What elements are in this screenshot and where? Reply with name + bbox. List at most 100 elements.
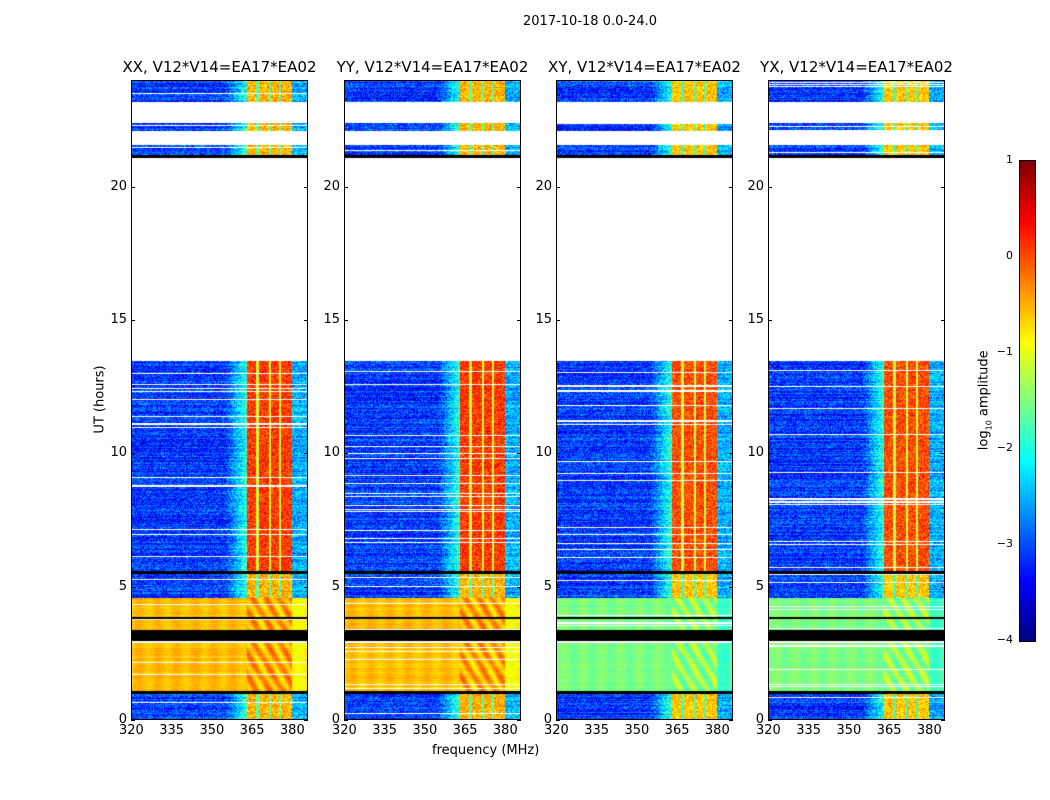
- y-tick-label: 15: [323, 312, 340, 327]
- waterfall-heatmap: [131, 80, 308, 720]
- x-tick-label: 320: [544, 723, 569, 738]
- x-tick-label: 350: [199, 723, 225, 738]
- y-tick-mark: [729, 720, 733, 721]
- y-tick-mark: [344, 453, 348, 455]
- y-tick-label: 15: [747, 312, 764, 327]
- waterfall-panel-1: XX, V12*V14=EA17*EA02 320 335 350 365 380 0 5 10…: [110, 58, 316, 738]
- y-tick-mark: [131, 453, 135, 455]
- y-tick-label: 20: [535, 178, 552, 194]
- y-tick-mark: [304, 453, 308, 455]
- x-tick-label: 365: [664, 723, 690, 738]
- y-tick-mark: [556, 453, 560, 455]
- y-tick-mark: [729, 586, 733, 588]
- waterfall-panel-3: XY, V12*V14=EA17*EA02 320 335 350 365 380 0 5 10…: [535, 58, 740, 738]
- x-tick-label: 320: [332, 723, 357, 738]
- x-tick-label: 335: [584, 723, 610, 738]
- x-tick-label: 365: [239, 723, 265, 738]
- x-tick-label: 320: [119, 723, 144, 738]
- y-tick-mark: [729, 453, 733, 455]
- y-tick-label: 0: [118, 712, 127, 727]
- y-tick-mark: [304, 186, 308, 188]
- y-axis-label: UT (hours): [92, 365, 108, 434]
- y-tick-mark: [131, 586, 135, 588]
- x-tick-label: 380: [916, 723, 942, 738]
- y-tick-mark: [941, 453, 945, 455]
- axes-frame: [556, 80, 733, 720]
- panel-title: YX, V12*V14=EA17*EA02: [760, 58, 953, 76]
- y-tick-mark: [344, 586, 348, 588]
- y-tick-mark: [556, 720, 560, 721]
- y-tick-label: 15: [110, 312, 127, 327]
- y-tick-label: 0: [543, 712, 552, 727]
- colorbar-tick-label: −1: [996, 345, 1013, 358]
- colorbar-tick-label: −2: [996, 441, 1013, 454]
- y-tick-mark: [941, 320, 945, 321]
- y-tick-mark: [556, 186, 560, 188]
- colorbar-tick-label: −3: [996, 537, 1013, 550]
- y-tick-label: 5: [118, 578, 127, 594]
- colorbar-tick-label: −4: [996, 633, 1013, 646]
- waterfall-heatmap: [556, 80, 733, 720]
- y-tick-label: 20: [110, 178, 127, 194]
- waterfall-panel-4: YX, V12*V14=EA17*EA02 320 335 350 365 380 0 5 10…: [747, 58, 952, 738]
- x-tick-label: 350: [412, 723, 438, 738]
- y-tick-mark: [344, 320, 348, 321]
- figure-title: 2017-10-18 0.0-24.0: [523, 14, 657, 29]
- x-tick-label: 335: [372, 723, 398, 738]
- y-tick-label: 5: [331, 578, 340, 594]
- y-tick-mark: [729, 186, 733, 188]
- x-tick-label: 335: [159, 723, 185, 738]
- y-tick-mark: [768, 720, 772, 721]
- colorbar-label-base: log: [976, 430, 992, 451]
- x-tick-label: 380: [492, 723, 518, 738]
- y-tick-label: 0: [755, 712, 764, 727]
- panel-title: YY, V12*V14=EA17*EA02: [336, 58, 529, 76]
- y-tick-mark: [768, 453, 772, 455]
- y-tick-mark: [304, 586, 308, 588]
- axes-frame: [768, 80, 945, 720]
- y-tick-mark: [768, 320, 772, 321]
- y-tick-mark: [131, 320, 135, 321]
- y-tick-mark: [517, 586, 521, 588]
- x-tick-label: 335: [796, 723, 822, 738]
- waterfall-heatmap: [344, 80, 521, 720]
- y-tick-mark: [517, 720, 521, 721]
- y-tick-mark: [941, 586, 945, 588]
- y-tick-mark: [768, 586, 772, 588]
- y-tick-label: 15: [535, 312, 552, 327]
- colorbar-label-rest: amplitude: [976, 350, 992, 421]
- y-tick-mark: [517, 186, 521, 188]
- y-tick-mark: [556, 320, 560, 321]
- x-tick-label: 380: [704, 723, 730, 738]
- colorbar-label-sub: 10: [984, 420, 994, 431]
- axes-frame: [131, 80, 308, 720]
- y-tick-mark: [517, 453, 521, 455]
- x-axis-label: frequency (MHz): [432, 743, 540, 758]
- y-tick-mark: [344, 186, 348, 188]
- y-tick-label: 10: [110, 445, 127, 461]
- colorbar-tick-label: 1: [1006, 153, 1013, 166]
- y-tick-label: 10: [323, 445, 340, 461]
- x-tick-label: 365: [876, 723, 902, 738]
- x-tick-label: 350: [624, 723, 650, 738]
- colorbar-label: log10 amplitude: [977, 340, 994, 460]
- y-tick-mark: [556, 586, 560, 588]
- y-tick-mark: [344, 720, 348, 721]
- y-tick-label: 10: [747, 445, 764, 461]
- x-tick-label: 320: [756, 723, 781, 738]
- y-tick-mark: [768, 186, 772, 188]
- x-tick-label: 380: [279, 723, 305, 738]
- y-tick-mark: [729, 320, 733, 321]
- y-tick-label: 0: [331, 712, 340, 727]
- waterfall-panel-2: YY, V12*V14=EA17*EA02 320 335 350 365 380 0 5 10…: [323, 58, 528, 738]
- waterfall-heatmap: [768, 80, 945, 720]
- colorbar: [1019, 160, 1036, 642]
- y-tick-label: 20: [323, 178, 340, 194]
- y-tick-label: 10: [535, 445, 552, 461]
- y-tick-mark: [517, 320, 521, 321]
- x-tick-label: 350: [836, 723, 862, 738]
- panel-title: XY, V12*V14=EA17*EA02: [548, 58, 741, 76]
- y-tick-mark: [304, 720, 308, 721]
- y-tick-mark: [941, 720, 945, 721]
- y-tick-mark: [304, 320, 308, 321]
